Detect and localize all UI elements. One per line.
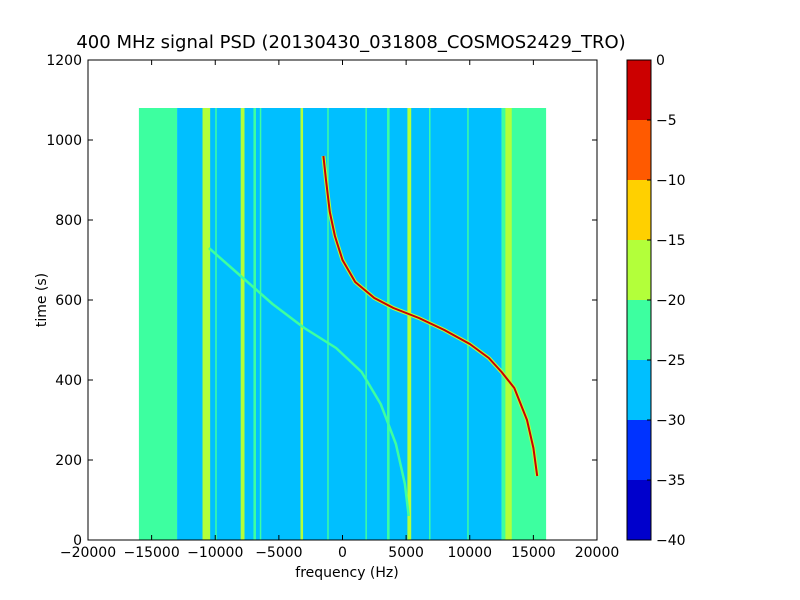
colorbar-segment [627,480,651,540]
y-tick-label: 0 [73,533,82,549]
x-tick-label: 0 [338,545,347,561]
colorbar-tick-label: −5 [656,113,677,129]
y-tick-label: 800 [55,213,82,229]
y-axis-ticks: 0 200 400 600 800 1000 1200 [46,53,597,549]
colorbar-segment [627,240,651,300]
vertical-signal-line [240,108,245,540]
vertical-signal-line [327,108,329,540]
x-axis-ticks: −20000 −15000 −10000 −5000 0 5000 10000 15000 20… [60,60,619,561]
colorbar: −40 −35 −30 −25 −20 −15 −10 −5 0 [626,53,686,549]
y-tick-label: 400 [55,373,82,389]
colorbar-segment [627,120,651,180]
colorbar-segment [627,180,651,240]
x-tick-label: 10000 [447,545,492,561]
background-band [208,108,502,540]
vertical-signal-line [215,108,217,540]
colorbar-tick-label: −10 [656,173,686,189]
x-tick-label: 20000 [575,545,620,561]
x-axis-label: frequency (Hz) [295,565,398,581]
y-tick-label: 200 [55,453,82,469]
colorbar-tick-label: −30 [656,413,686,429]
vertical-signal-line [407,108,412,540]
doppler-trace [322,155,539,477]
plot-area: −20000 −15000 −10000 −5000 0 5000 10000 15000 20… [46,53,619,561]
vertical-signal-line [365,108,367,540]
x-tick-label: 15000 [511,545,556,561]
colorbar-segment [627,60,651,120]
colorbar-tick-label: −25 [656,353,686,369]
x-tick-label: −10000 [187,545,243,561]
x-tick-label: −15000 [123,545,179,561]
vertical-signal-line [202,108,211,540]
secondary-doppler-trace [208,247,410,517]
colorbar-tick-label: 0 [656,53,665,69]
y-axis-label: time (s) [34,273,50,327]
x-tick-label: −5000 [255,545,302,561]
colorbar-tick-label: −35 [656,473,686,489]
vertical-signal-line [387,108,390,540]
colorbar-segment [627,420,651,480]
vertical-signal-line [467,108,469,540]
colorbar-tick-label: −40 [656,533,686,549]
x-tick-label: −20000 [60,545,116,561]
y-tick-label: 1000 [46,133,82,149]
chart-title: 400 MHz signal PSD (20130430_031808_COSM… [76,32,625,53]
y-tick-label: 600 [55,293,82,309]
colorbar-segment [627,360,651,420]
background-band [138,108,178,540]
vertical-signal-line [505,108,512,540]
colorbar-tick-label: −15 [656,233,686,249]
vertical-signal-line [259,108,262,540]
colorbar-tick-label: −20 [656,293,686,309]
vertical-signal-line [300,108,304,540]
heatmap-layer [138,108,547,540]
y-tick-label: 1200 [46,53,82,69]
vertical-signal-line [253,108,256,540]
x-tick-label: 5000 [388,545,424,561]
colorbar-segment [627,300,651,360]
